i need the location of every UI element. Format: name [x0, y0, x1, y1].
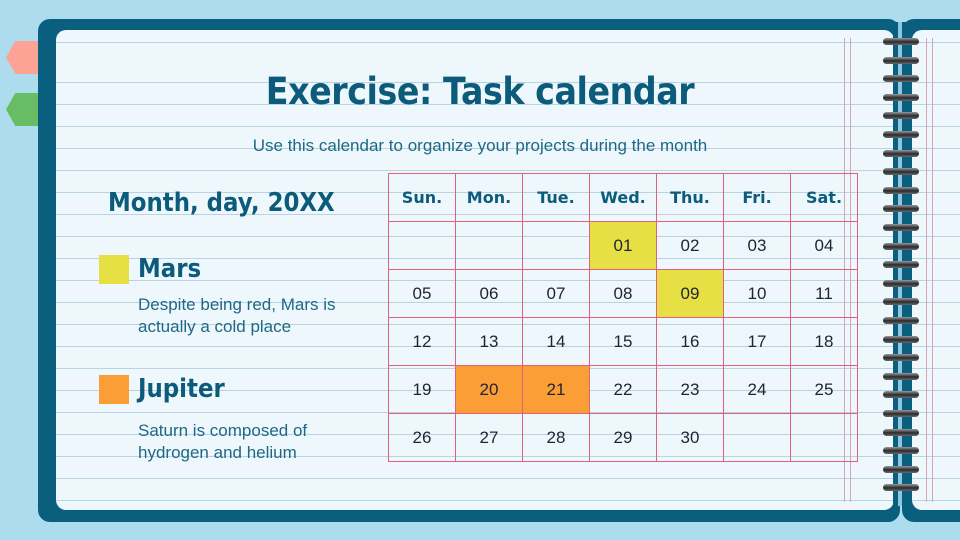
- page-subtitle: Use this calendar to organize your proje…: [252, 136, 708, 155]
- day-cell[interactable]: 02: [656, 221, 724, 270]
- spiral-ring-icon: [883, 447, 919, 455]
- header-wed: Wed.: [589, 173, 657, 222]
- calendar-header-row: Sun. Mon. Tue. Wed. Thu. Fri. Sat.: [388, 173, 858, 222]
- day-cell[interactable]: [723, 413, 791, 462]
- day-cell-highlighted[interactable]: 20: [455, 365, 523, 414]
- spiral-ring-icon: [883, 93, 919, 101]
- day-cell[interactable]: [790, 413, 858, 462]
- header-fri: Fri.: [723, 173, 791, 222]
- date-label: Month, day, 20XX: [108, 188, 335, 218]
- spiral-ring-icon: [883, 317, 919, 324]
- spiral-binding: [883, 38, 919, 498]
- spiral-ring-icon: [883, 168, 919, 176]
- header-sat: Sat.: [790, 173, 858, 222]
- spiral-ring-icon: [883, 224, 919, 231]
- day-cell[interactable]: 15: [589, 317, 657, 366]
- day-cell[interactable]: 10: [723, 269, 791, 318]
- spiral-ring-icon: [883, 465, 919, 473]
- spiral-ring-icon: [883, 484, 919, 492]
- day-cell[interactable]: 30: [656, 413, 724, 462]
- header-tue: Tue.: [522, 173, 590, 222]
- spiral-ring-icon: [883, 261, 919, 269]
- spiral-ring-icon: [883, 410, 919, 417]
- day-cell[interactable]: 06: [455, 269, 523, 318]
- day-cell[interactable]: 25: [790, 365, 858, 414]
- day-cell[interactable]: 26: [388, 413, 456, 462]
- day-cell[interactable]: 08: [589, 269, 657, 318]
- spiral-ring-icon: [883, 131, 919, 138]
- spiral-ring-icon: [883, 56, 919, 64]
- day-cell[interactable]: 07: [522, 269, 590, 318]
- spiral-ring-icon: [883, 186, 919, 194]
- mars-color-swatch: [99, 255, 129, 284]
- legend-title-jupiter: Jupiter: [138, 374, 225, 404]
- day-cell[interactable]: 29: [589, 413, 657, 462]
- spiral-ring-icon: [883, 372, 919, 380]
- calendar-week-row: 26 27 28 29 30: [388, 413, 858, 462]
- spiral-ring-icon: [883, 298, 919, 306]
- spiral-ring-icon: [883, 75, 919, 83]
- spiral-ring-icon: [883, 242, 919, 250]
- day-cell[interactable]: 05: [388, 269, 456, 318]
- calendar-week-row: 19 20 21 22 23 24 25: [388, 365, 858, 414]
- day-cell[interactable]: 19: [388, 365, 456, 414]
- day-cell[interactable]: 03: [723, 221, 791, 270]
- notebook-page-right: [912, 30, 960, 510]
- day-cell[interactable]: 16: [656, 317, 724, 366]
- header-thu: Thu.: [656, 173, 724, 222]
- day-cell[interactable]: [388, 221, 456, 270]
- day-cell[interactable]: 12: [388, 317, 456, 366]
- day-cell-highlighted[interactable]: 09: [656, 269, 724, 318]
- day-cell[interactable]: 23: [656, 365, 724, 414]
- day-cell[interactable]: 04: [790, 221, 858, 270]
- jupiter-color-swatch: [99, 375, 129, 404]
- calendar-week-row: 12 13 14 15 16 17 18: [388, 317, 858, 366]
- day-cell[interactable]: [455, 221, 523, 270]
- day-cell-highlighted[interactable]: 01: [589, 221, 657, 270]
- day-cell[interactable]: 13: [455, 317, 523, 366]
- page-title: Exercise: Task calendar: [265, 70, 695, 113]
- legend-title-mars: Mars: [138, 254, 202, 284]
- day-cell[interactable]: 24: [723, 365, 791, 414]
- margin-line: [926, 38, 927, 502]
- spiral-ring-icon: [883, 354, 919, 362]
- day-cell[interactable]: 27: [455, 413, 523, 462]
- calendar-week-row: 01 02 03 04: [388, 221, 858, 270]
- spiral-ring-icon: [883, 112, 919, 120]
- day-cell[interactable]: 14: [522, 317, 590, 366]
- spiral-ring-icon: [883, 205, 919, 213]
- day-cell[interactable]: 22: [589, 365, 657, 414]
- day-cell[interactable]: 28: [522, 413, 590, 462]
- header-mon: Mon.: [455, 173, 523, 222]
- header-sun: Sun.: [388, 173, 456, 222]
- day-cell[interactable]: [522, 221, 590, 270]
- spiral-ring-icon: [883, 428, 919, 436]
- calendar-week-row: 05 06 07 08 09 10 11: [388, 269, 858, 318]
- day-cell[interactable]: 11: [790, 269, 858, 318]
- day-cell-highlighted[interactable]: 21: [522, 365, 590, 414]
- legend-desc-jupiter: Saturn is composed of hydrogen and heliu…: [138, 421, 308, 462]
- margin-line: [932, 38, 933, 502]
- calendar-table: Sun. Mon. Tue. Wed. Thu. Fri. Sat. 01 02…: [388, 173, 858, 462]
- spiral-ring-icon: [883, 279, 919, 287]
- spiral-ring-icon: [883, 149, 919, 157]
- day-cell[interactable]: 18: [790, 317, 858, 366]
- day-cell[interactable]: 17: [723, 317, 791, 366]
- spiral-ring-icon: [883, 335, 919, 343]
- legend-desc-mars: Despite being red, Mars is actually a co…: [138, 295, 336, 336]
- spiral-ring-icon: [883, 391, 919, 399]
- spiral-ring-icon: [883, 38, 919, 45]
